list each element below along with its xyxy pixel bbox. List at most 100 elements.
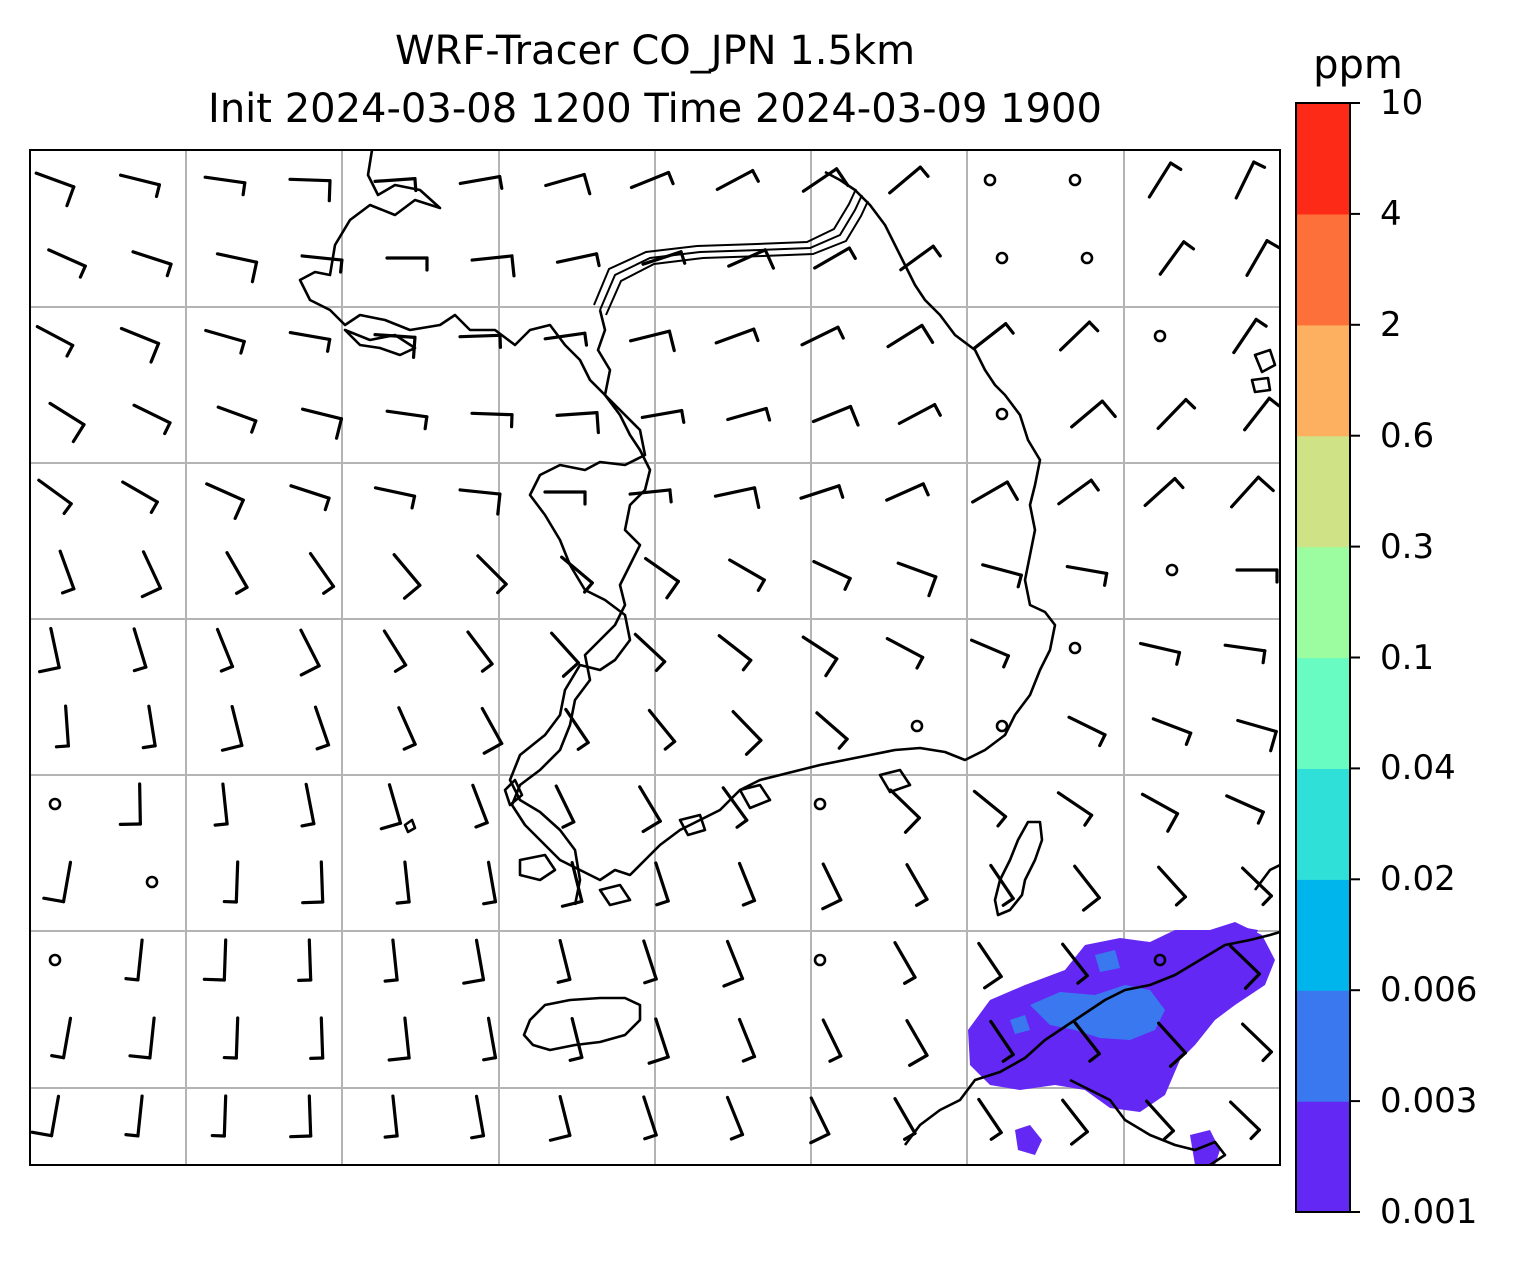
wind-barb — [550, 631, 580, 678]
china-korea-border — [599, 194, 863, 311]
wind-barb — [215, 252, 259, 284]
wind-barb — [633, 632, 667, 673]
calm-wind-marker — [813, 953, 827, 967]
calm-wind-marker — [1068, 641, 1082, 655]
wind-barb — [373, 333, 417, 359]
plume-outer-patch — [1015, 1125, 1042, 1155]
wind-barb — [289, 484, 331, 512]
wind-barb — [210, 1094, 228, 1138]
wind-barb — [470, 1094, 486, 1140]
wind-barb — [58, 549, 76, 595]
wind-barb — [737, 861, 757, 907]
wind-barb — [301, 860, 325, 905]
china-korea-border-parallel — [605, 200, 869, 316]
wind-barb — [560, 555, 594, 594]
wind-barb — [989, 863, 1015, 907]
wind-barb — [543, 490, 587, 506]
wind-barb — [544, 172, 592, 196]
wind-barb — [119, 326, 161, 364]
wind-barb — [647, 708, 677, 751]
colorbar-tick-label: 0.1 — [1380, 637, 1435, 678]
ulleungdo — [403, 818, 417, 834]
colorbar-segment — [1296, 213, 1350, 326]
calm-wind-marker — [1080, 251, 1094, 265]
wind-barb — [556, 938, 572, 984]
calm-wind-marker — [1153, 329, 1167, 343]
wind-barb — [629, 170, 675, 190]
wind-barb — [121, 480, 159, 514]
wind-barb — [905, 863, 929, 907]
plume-outer-patch — [1190, 1130, 1220, 1165]
colorbar-tick-label: 0.3 — [1380, 526, 1435, 567]
colorbar-unit-label: ppm — [1313, 42, 1403, 88]
wind-barbs — [30, 160, 1280, 1146]
wind-barb — [717, 634, 753, 672]
wind-barb — [118, 173, 162, 199]
wind-barb — [124, 1094, 144, 1138]
wind-barb — [1140, 792, 1180, 833]
calm-wind-marker — [1153, 953, 1167, 967]
colorbar-segment — [1296, 1101, 1350, 1213]
wind-barb — [1145, 1099, 1175, 1141]
wind-barb — [1158, 240, 1196, 276]
wind-barb — [1151, 717, 1193, 746]
wind-barb — [1065, 564, 1109, 587]
wind-barb — [1057, 478, 1100, 506]
wind-barb — [395, 860, 411, 905]
wind-barb — [118, 782, 142, 826]
wind-barb — [1223, 643, 1267, 665]
wind-barb — [1245, 239, 1280, 277]
wind-barb — [466, 630, 494, 673]
colorbar-segment — [1296, 103, 1350, 215]
wind-barb — [222, 860, 240, 904]
wind-barb — [1241, 866, 1273, 907]
wind-barb — [480, 706, 504, 755]
korea-south-islands — [738, 783, 772, 810]
tracer-plume — [968, 922, 1275, 1165]
wind-barb — [1236, 718, 1278, 753]
wind-barb — [204, 328, 246, 355]
wind-barb — [288, 177, 332, 203]
wind-barb — [203, 175, 247, 197]
wind-barb — [888, 165, 930, 195]
wind-barb — [815, 711, 849, 750]
wind-barb — [297, 938, 313, 983]
wind-barb — [893, 941, 917, 985]
wind-barb — [642, 939, 658, 985]
colorbar — [1295, 102, 1360, 1213]
wind-barb — [972, 322, 1015, 350]
wind-barb — [644, 556, 680, 600]
colorbar-tick-label: 0.02 — [1380, 859, 1456, 900]
jeju-island — [522, 996, 642, 1052]
wind-barb — [458, 174, 504, 190]
wind-barb — [969, 638, 1011, 669]
wind-barb — [721, 786, 749, 829]
wind-barb — [885, 637, 925, 670]
wind-barb — [1241, 1022, 1273, 1063]
colorbar-segment — [1296, 657, 1350, 769]
calm-wind-marker — [983, 173, 997, 187]
korea-coast — [510, 170, 1057, 882]
borders — [593, 188, 869, 316]
wind-barb — [1138, 641, 1182, 666]
wind-barb — [554, 784, 576, 829]
kyushu-coast — [903, 930, 1280, 1146]
wind-barb — [564, 707, 590, 751]
wind-barb — [886, 323, 935, 349]
colorbar-tick-label: 0.001 — [1380, 1192, 1478, 1232]
wind-barb — [813, 246, 857, 270]
wind-barb — [1225, 794, 1265, 825]
calm-wind-marker — [48, 953, 62, 967]
wind-barb — [725, 1095, 745, 1141]
wind-barb — [640, 408, 686, 424]
plume-inner-patch — [1010, 1015, 1030, 1034]
wind-barb — [140, 550, 163, 599]
wind-barb — [42, 860, 73, 904]
wind-barb — [727, 248, 776, 270]
wind-barb — [222, 1016, 240, 1060]
wind-barb — [54, 704, 70, 749]
wind-barb — [309, 1016, 325, 1061]
calm-wind-marker — [1165, 563, 1179, 577]
wind-barb — [801, 635, 839, 678]
